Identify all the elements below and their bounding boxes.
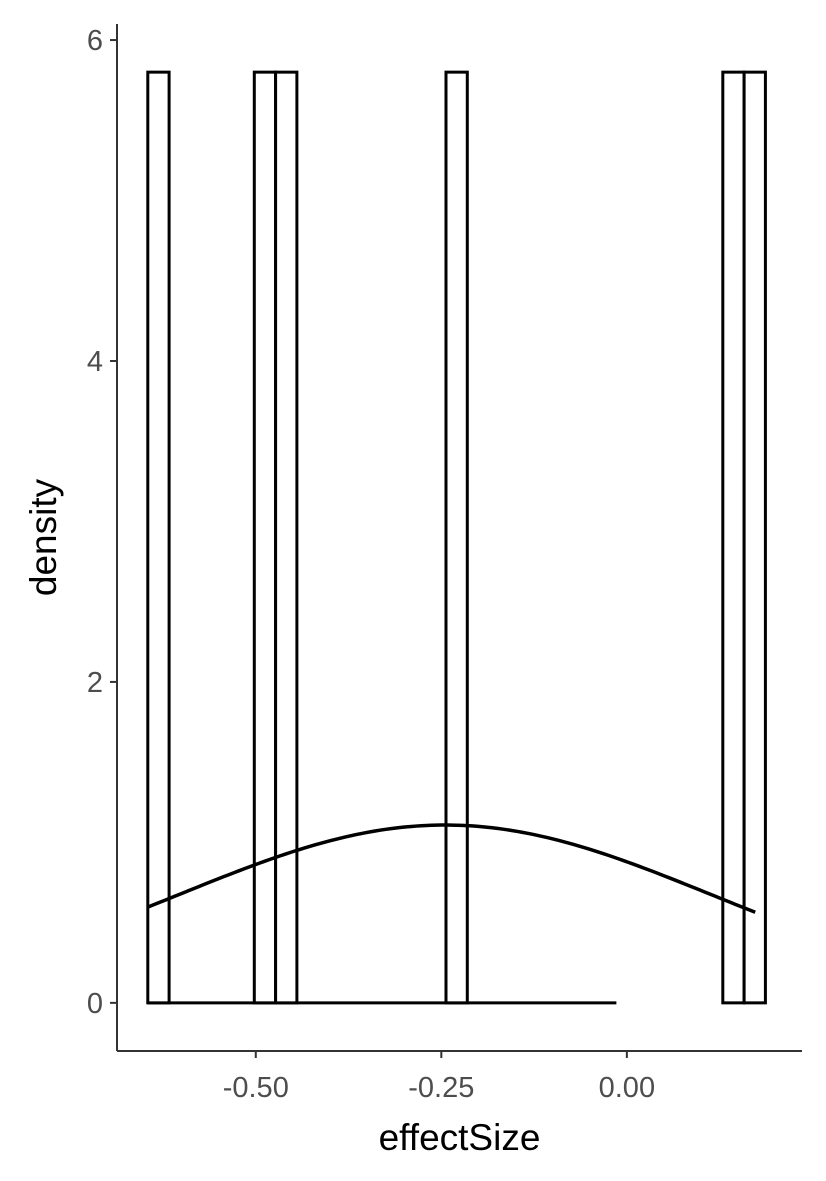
histogram-bars	[146, 70, 767, 1005]
histogram-bar	[444, 70, 469, 1005]
y-axis-ticks: 0 2 4 6	[87, 25, 117, 1020]
histogram-bar	[274, 70, 299, 1005]
density-curve-group	[147, 823, 756, 914]
y-tick-label: 2	[87, 667, 103, 699]
y-tick-label: 4	[87, 346, 103, 378]
x-tick-label: -0.25	[408, 1072, 474, 1104]
histogram-bar	[742, 70, 767, 1005]
x-tick-label: 0.00	[599, 1072, 655, 1104]
histogram-bar	[721, 70, 746, 1005]
x-axis-title: effectSize	[379, 1117, 541, 1158]
density-curve	[147, 823, 756, 914]
histogram-bar	[146, 70, 171, 1005]
y-tick-label: 0	[87, 988, 103, 1020]
x-axis-ticks: -0.50 -0.25 0.00	[223, 1051, 655, 1104]
y-tick-label: 6	[87, 25, 103, 57]
x-tick-label: -0.50	[223, 1072, 289, 1104]
y-axis-title: density	[23, 478, 64, 596]
